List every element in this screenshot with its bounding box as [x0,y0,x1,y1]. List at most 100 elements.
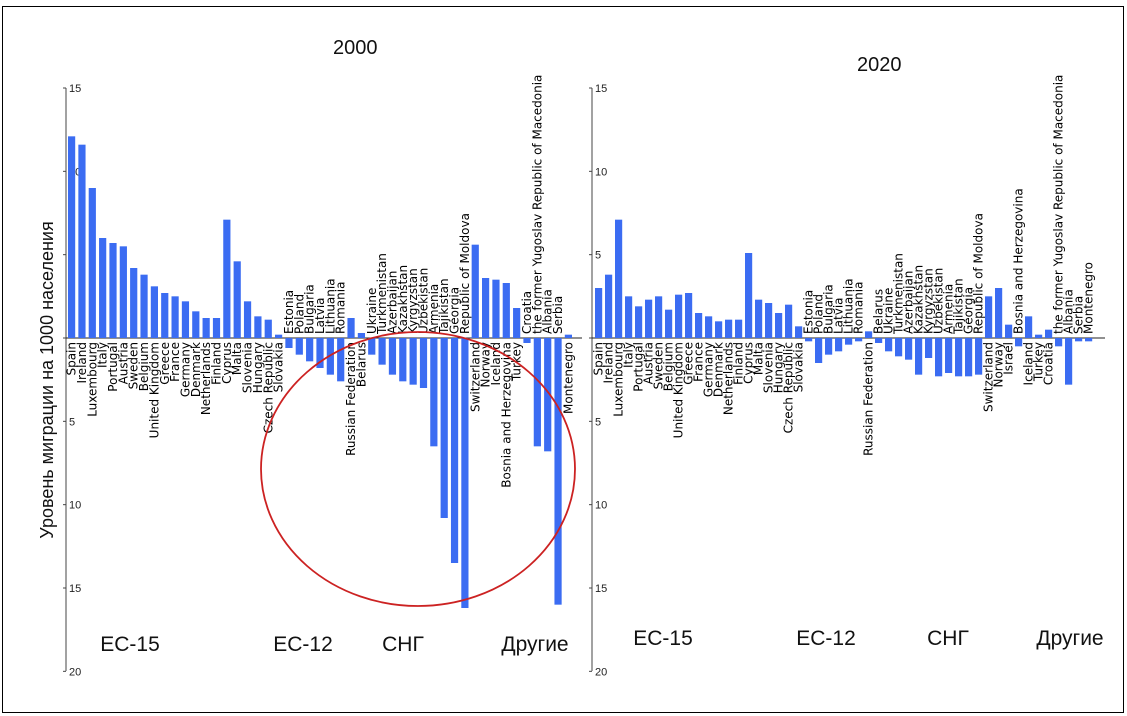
category-label: Greece [682,342,696,385]
category-label: Turkmenistan [375,253,389,335]
category-label: Cyprus [742,342,756,384]
y-tick-label: 15 [595,83,607,95]
category-label: Turkey [1032,342,1046,382]
bar-estonia [285,338,293,348]
bar-cyprus [223,219,231,338]
bar-turkey [513,308,521,338]
category-label: Turkmenistan [892,253,906,335]
category-label: Romania [852,282,866,334]
category-label: Republic of Moldova [972,213,986,334]
bar-norway [482,278,490,338]
category-label: Azerbaijan [902,271,916,334]
bar-georgia [965,338,973,377]
category-label: Ukraine [882,288,896,334]
bar-estonia [805,338,813,342]
y-tick-label: 15 [69,83,81,95]
category-label: Greece [158,342,172,385]
category-label: the former Yugoslav Republic of Macedoni… [530,75,544,334]
y-tick-label: 5 [69,416,75,428]
bar-denmark [192,311,200,338]
category-label: Luxembourg [85,342,99,417]
category-label: Uzbekistan [417,268,431,334]
bar-serbia [554,338,562,605]
bar-ireland [78,144,86,338]
category-label: Lithuania [842,278,856,334]
y-tick-label: 10 [595,166,607,178]
category-label: Lithuania [323,278,337,334]
bar-netherlands [202,318,210,338]
bar-russian-federation [865,331,873,338]
category-label: Bulgaria [822,284,836,334]
category-label: Bosnia and Herzegovina [499,342,513,488]
category-label: Austria [116,342,130,384]
bar-switzerland [471,244,479,338]
bar-turkmenistan [378,338,386,365]
bar-ukraine [368,338,376,355]
bar-finland [735,319,743,338]
category-label: Czech Republic [261,342,275,433]
bar-spain [595,288,603,338]
bar-belarus [357,333,365,338]
bar-kazakhstan [915,338,923,375]
category-label: Finland [210,342,224,385]
category-label: Latvia [832,297,846,334]
y-tick-label: 15 [69,583,81,595]
bar-portugal [109,243,117,338]
category-label: Kazakhstan [396,265,410,334]
bar-germany [705,316,713,338]
category-label: Slovenia [241,342,255,393]
bar-bosnia-and-herzegovina [502,283,510,338]
category-label: Czech Republic [782,342,796,433]
bar-montenegro [1085,338,1093,342]
bar-republic-of-moldova [461,338,469,608]
bar-united-kingdom [675,294,683,338]
bar-czech-republic [264,319,272,338]
y-tick-label: 5 [595,416,601,428]
category-label: Denmark [712,342,726,397]
category-label: Georgia [962,287,976,334]
bar-belarus [875,338,883,343]
category-label: Russian Federation [344,342,358,456]
category-label: Netherlands [722,342,736,415]
bar-germany [181,301,190,338]
category-label: Bosnia and Herzegovina [1012,188,1026,334]
bar-turkmenistan [895,338,903,357]
category-label: Belgium [662,342,676,391]
category-label: Austria [642,342,656,384]
bar-sweden [655,296,663,338]
category-label: Luxembourg [612,342,626,417]
category-label: Hungary [772,342,786,393]
bar-slovenia [243,301,252,338]
category-label: Georgia [448,287,462,334]
y-tick-label: 10 [69,500,81,512]
group-label: Другие [1036,627,1103,650]
category-label: Italy [96,342,110,368]
bar-bosnia-and-herzegovina [1015,338,1023,347]
bar-malta [755,299,763,338]
category-label: Germany [178,342,192,397]
bar-the-former-yugoslav-republic-of-macedonia [533,338,541,447]
category-label: Kyrgyzstan [922,268,936,334]
bar-united-kingdom [150,286,158,338]
category-label: the former Yugoslav Republic of Macedoni… [1052,75,1066,334]
bar-latvia [316,338,324,368]
category-label: Latvia [313,297,327,334]
bar-slovakia [275,334,283,338]
bar-ukraine [885,338,893,352]
chart-panel-2020: 151055101520SpainIrelandLuxembourgItalyP… [589,54,1105,678]
bar-georgia [450,338,459,563]
category-label: Norway [479,342,493,388]
category-label: Russian Federation [862,342,876,456]
bar-austria [119,246,127,338]
category-label: Albania [541,289,555,334]
bar-romania [855,338,863,342]
category-label: Denmark [189,342,203,397]
category-label: Spain [592,342,606,376]
category-label: Malta [752,342,766,375]
category-label: Kyrgyzstan [406,268,420,334]
bar-denmark [715,321,723,338]
group-label: ЕС-15 [100,633,160,656]
bar-netherlands [725,319,733,338]
bar-russian-federation [347,318,355,338]
y-tick-label: 20 [595,666,607,678]
